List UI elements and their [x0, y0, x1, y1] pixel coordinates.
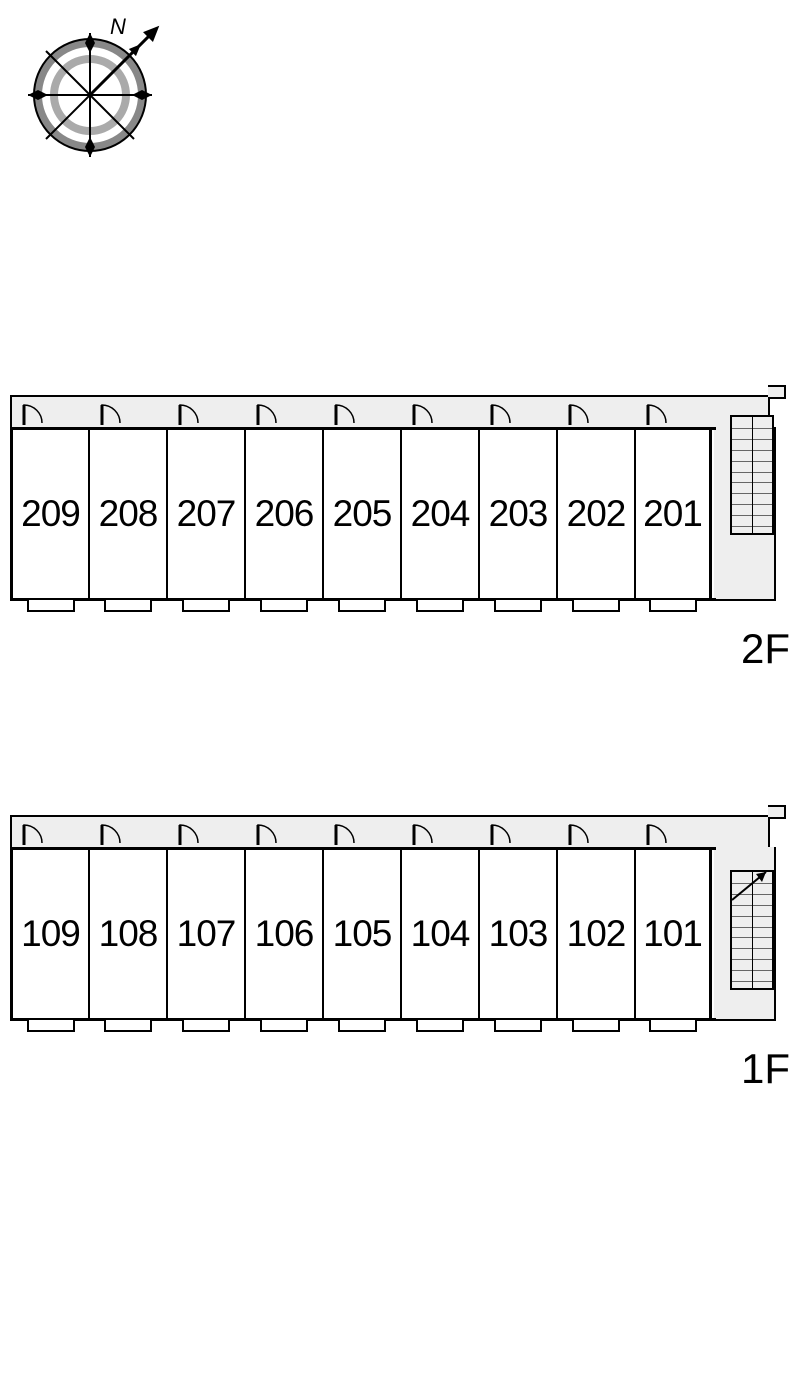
unit-label: 103	[489, 913, 548, 955]
window-sill	[416, 1020, 464, 1032]
floor-1: 1091081071061051041031021011F	[10, 815, 790, 1021]
unit-label: 107	[177, 913, 236, 955]
window-sill	[104, 600, 152, 612]
floor-2: 2092082072062052042032022012F	[10, 395, 790, 601]
door-icon	[566, 399, 592, 432]
door-icon	[254, 819, 280, 852]
unit-107: 107	[166, 850, 244, 1018]
unit-label: 109	[21, 913, 80, 955]
stairs	[730, 415, 774, 535]
unit-102: 102	[556, 850, 634, 1018]
units-row: 109 108 107 106 105 104 103 102 101	[10, 847, 716, 1021]
door-icon	[98, 399, 124, 432]
unit-106: 106	[244, 850, 322, 1018]
hallway	[10, 395, 770, 427]
unit-108: 108	[88, 850, 166, 1018]
stairs	[730, 870, 774, 990]
window-sill	[260, 1020, 308, 1032]
stair-arrow-icon	[726, 866, 776, 911]
door-icon	[566, 819, 592, 852]
unit-205: 205	[322, 430, 400, 598]
unit-label: 105	[333, 913, 392, 955]
unit-101: 101	[634, 850, 712, 1018]
unit-204: 204	[400, 430, 478, 598]
window-sill	[572, 1020, 620, 1032]
unit-label: 203	[489, 493, 548, 535]
door-icon	[176, 399, 202, 432]
door-icon	[254, 399, 280, 432]
window-sill	[182, 1020, 230, 1032]
hallway-notch	[768, 805, 786, 819]
hallway	[10, 815, 770, 847]
door-icon	[20, 399, 46, 432]
window-sill	[649, 600, 697, 612]
unit-202: 202	[556, 430, 634, 598]
unit-label: 209	[21, 493, 80, 535]
floor-label: 2F	[741, 625, 790, 673]
unit-208: 208	[88, 430, 166, 598]
unit-105: 105	[322, 850, 400, 1018]
unit-203: 203	[478, 430, 556, 598]
window-sill	[338, 1020, 386, 1032]
unit-209: 209	[10, 430, 88, 598]
unit-label: 101	[643, 913, 702, 955]
door-icon	[410, 819, 436, 852]
door-icon	[332, 399, 358, 432]
window-sill	[494, 600, 542, 612]
window-sill	[416, 600, 464, 612]
unit-207: 207	[166, 430, 244, 598]
door-icon	[488, 399, 514, 432]
compass-n-label: N	[110, 14, 126, 39]
window-sill	[572, 600, 620, 612]
window-sill	[260, 600, 308, 612]
door-icon	[644, 399, 670, 432]
unit-label: 204	[411, 493, 470, 535]
unit-109: 109	[10, 850, 88, 1018]
window-sill	[649, 1020, 697, 1032]
unit-label: 104	[411, 913, 470, 955]
unit-label: 208	[99, 493, 158, 535]
unit-label: 205	[333, 493, 392, 535]
window-sill	[27, 1020, 75, 1032]
unit-103: 103	[478, 850, 556, 1018]
window-sill	[338, 600, 386, 612]
door-icon	[410, 399, 436, 432]
floor-label: 1F	[741, 1045, 790, 1093]
unit-label: 102	[567, 913, 626, 955]
door-icon	[176, 819, 202, 852]
unit-label: 202	[567, 493, 626, 535]
door-icon	[20, 819, 46, 852]
window-sill	[494, 1020, 542, 1032]
hallway-notch	[768, 385, 786, 399]
unit-label: 106	[255, 913, 314, 955]
unit-label: 108	[99, 913, 158, 955]
door-icon	[488, 819, 514, 852]
unit-206: 206	[244, 430, 322, 598]
unit-104: 104	[400, 850, 478, 1018]
window-sill	[27, 600, 75, 612]
window-sill	[104, 1020, 152, 1032]
window-sill	[182, 600, 230, 612]
unit-201: 201	[634, 430, 712, 598]
unit-label: 206	[255, 493, 314, 535]
compass-rose: N	[15, 10, 165, 170]
units-row: 209 208 207 206 205 204 203 202 201	[10, 427, 716, 601]
door-icon	[644, 819, 670, 852]
unit-label: 207	[177, 493, 236, 535]
door-icon	[332, 819, 358, 852]
compass-svg: N	[15, 10, 165, 165]
unit-label: 201	[643, 493, 702, 535]
door-icon	[98, 819, 124, 852]
